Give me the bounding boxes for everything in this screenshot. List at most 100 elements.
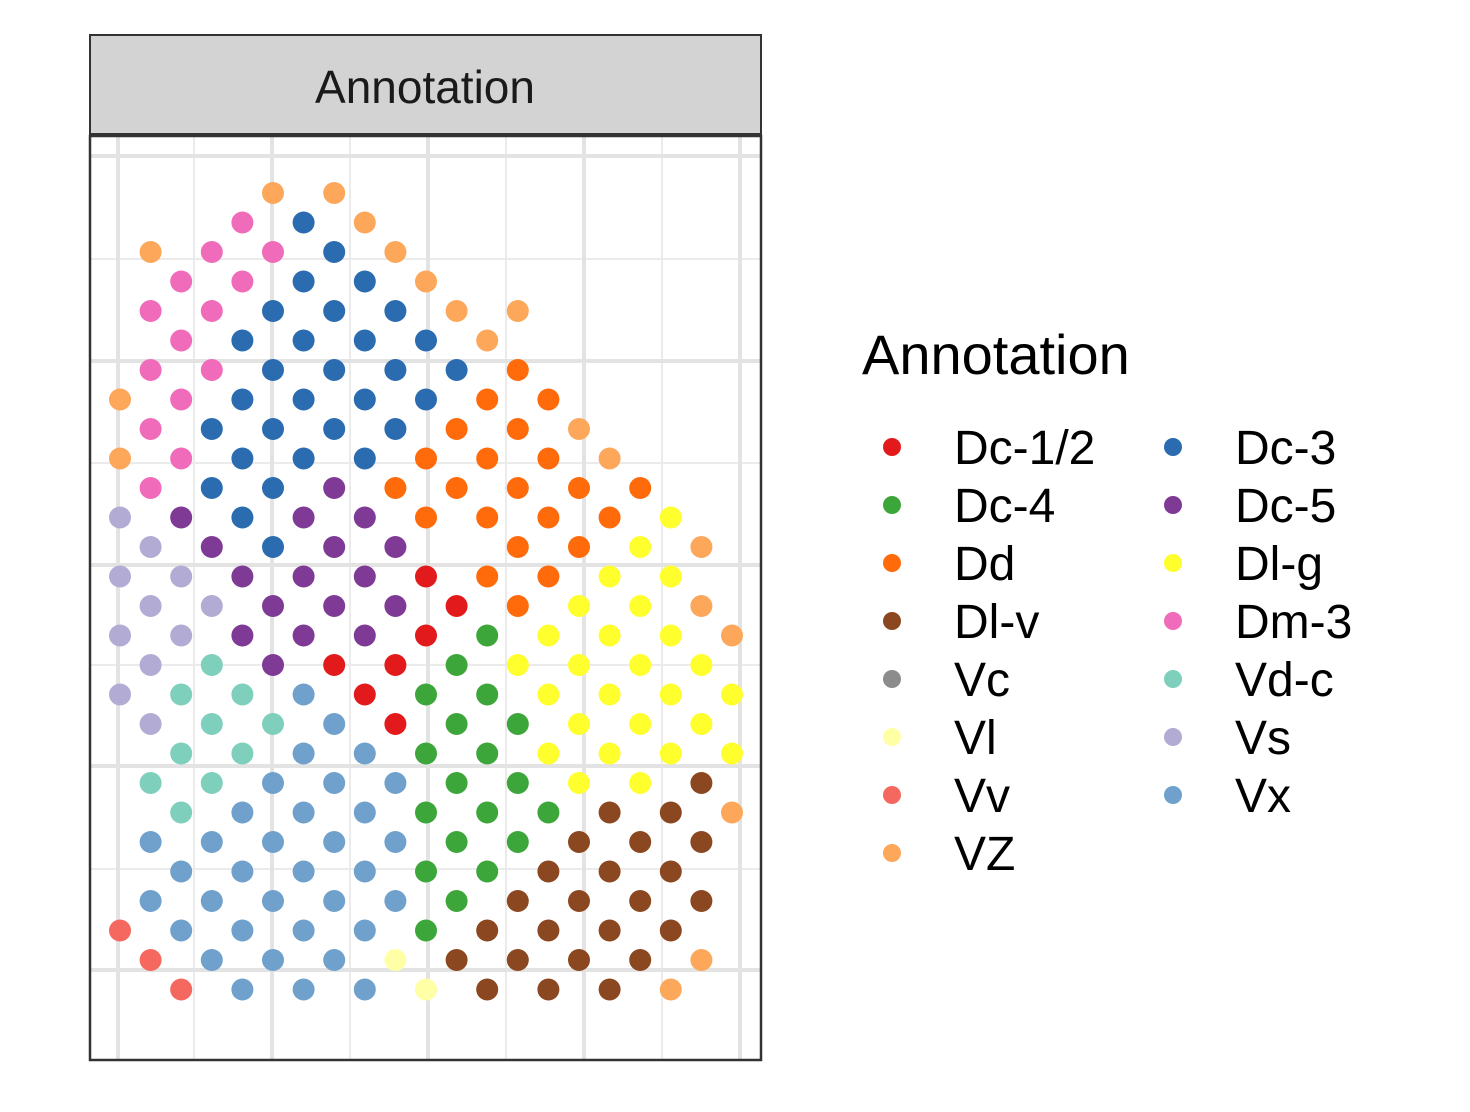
point-dc-5 <box>353 624 376 647</box>
point-dc-4 <box>476 742 499 765</box>
point-dc-4 <box>415 860 437 883</box>
point-vv <box>170 978 193 1001</box>
point-dm-3 <box>170 329 193 352</box>
point-dl-v <box>690 772 713 794</box>
point-dc-5 <box>292 506 315 529</box>
point-vz <box>109 447 131 470</box>
point-vx <box>200 890 223 912</box>
point-dc-3 <box>353 329 376 352</box>
point-dd <box>476 565 499 588</box>
legend-label: Dd <box>954 538 1015 591</box>
point-dc-5 <box>262 654 284 676</box>
point-dl-g <box>568 654 590 676</box>
point-vz <box>353 211 376 234</box>
point-dc-4 <box>445 772 468 794</box>
point-vd-c <box>170 683 193 706</box>
point-dc-3 <box>262 477 284 499</box>
point-dc-3 <box>292 329 315 352</box>
point-dd <box>476 447 499 470</box>
point-vs <box>139 654 162 676</box>
point-dc-3 <box>262 536 284 558</box>
point-dl-v <box>537 978 560 1001</box>
point-dc-4 <box>506 713 529 735</box>
point-dc-3 <box>200 477 223 499</box>
point-vz <box>476 329 499 352</box>
facet-strip <box>89 34 762 135</box>
point-vs <box>139 595 162 617</box>
point-vd-c <box>139 772 162 794</box>
point-dc-3 <box>323 418 346 440</box>
point-vd-c <box>231 683 254 706</box>
point-vz <box>690 536 713 558</box>
point-vz <box>598 447 621 470</box>
point-vx <box>384 831 407 853</box>
point-dc-4 <box>506 772 529 794</box>
point-dl-g <box>629 713 652 735</box>
point-vz <box>659 978 682 1001</box>
point-dc-3 <box>231 506 254 529</box>
legend-key <box>1164 496 1182 514</box>
point-dl-g <box>568 772 590 794</box>
point-vv <box>139 949 162 971</box>
legend-key <box>1164 438 1182 456</box>
point-vx <box>292 683 315 706</box>
point-dc-5 <box>384 595 407 617</box>
data-points <box>109 182 743 1001</box>
point-dl-g <box>659 565 682 588</box>
point-dl-g <box>721 683 743 706</box>
legend-key <box>883 496 901 514</box>
point-dc-3 <box>292 388 315 411</box>
point-dc-3 <box>323 300 346 322</box>
point-vx <box>262 890 284 912</box>
point-dl-v <box>537 860 560 883</box>
legend-label: Dc-3 <box>1235 422 1336 475</box>
point-dm-3 <box>170 270 193 293</box>
point-vx <box>231 801 254 824</box>
point-vx <box>200 949 223 971</box>
point-vx <box>323 713 346 735</box>
point-vx <box>139 890 162 912</box>
point-vz <box>445 300 468 322</box>
point-dl-g <box>659 506 682 529</box>
point-vx <box>231 919 254 942</box>
legend-label: Dc-5 <box>1235 480 1336 533</box>
legend-entry: Dc-1/2 <box>883 422 1095 475</box>
point-dd <box>629 477 652 499</box>
point-vs <box>170 565 193 588</box>
legend-label: Vv <box>954 770 1010 823</box>
legend-key <box>1164 728 1182 746</box>
point-dl-g <box>690 713 713 735</box>
point-dd <box>445 477 468 499</box>
point-vd-c <box>170 742 193 765</box>
point-dd <box>506 477 529 499</box>
legend-key <box>883 554 901 572</box>
point-vx <box>231 860 254 883</box>
point-vz <box>690 595 713 617</box>
legend-label: Dc-1/2 <box>954 422 1095 475</box>
point-dl-v <box>629 831 652 853</box>
legend-label: Vl <box>954 712 997 765</box>
legend-entry: Dm-3 <box>1164 596 1352 649</box>
point-dc-4 <box>537 801 560 824</box>
point-dm-3 <box>139 359 162 381</box>
point-dc-5 <box>292 624 315 647</box>
point-dc-1-2 <box>445 595 468 617</box>
point-dl-v <box>476 919 499 942</box>
point-dl-v <box>568 890 590 912</box>
point-vs <box>109 506 131 529</box>
point-vx <box>170 860 193 883</box>
point-dl-g <box>568 713 590 735</box>
point-dc-4 <box>415 919 437 942</box>
point-vz <box>721 801 743 824</box>
point-dl-g <box>568 595 590 617</box>
legend-key <box>883 728 901 746</box>
point-dl-g <box>506 654 529 676</box>
point-dd <box>415 447 437 470</box>
point-dl-g <box>659 742 682 765</box>
plot-panel-border <box>88 134 763 1062</box>
point-dl-g <box>690 654 713 676</box>
legend-entry: Vs <box>1164 712 1291 765</box>
point-vx <box>262 772 284 794</box>
point-dc-5 <box>323 536 346 558</box>
point-dc-5 <box>231 624 254 647</box>
